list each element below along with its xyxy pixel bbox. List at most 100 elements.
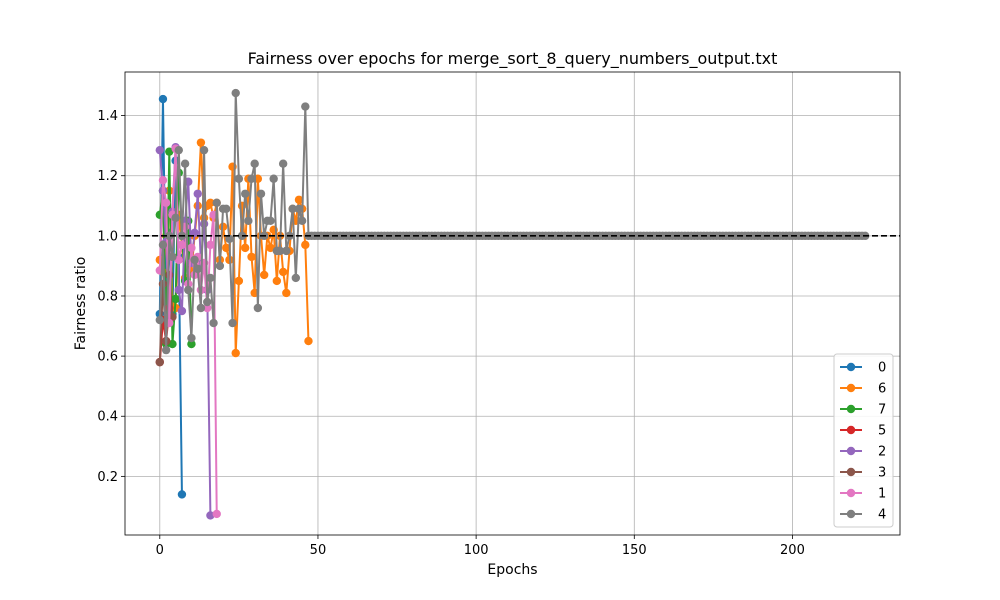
data-point <box>282 246 291 256</box>
legend-marker <box>846 362 856 372</box>
data-point <box>199 219 209 229</box>
data-point <box>297 216 307 226</box>
data-point <box>231 88 240 98</box>
data-point <box>187 333 196 343</box>
data-point <box>225 234 234 244</box>
data-point <box>174 285 183 295</box>
data-point <box>301 102 310 111</box>
y-tick-label: 1.2 <box>97 169 118 184</box>
data-point <box>180 159 190 168</box>
y-tick-label: 1.4 <box>97 109 118 124</box>
data-point <box>155 357 164 367</box>
data-point <box>158 279 168 289</box>
data-point <box>196 138 206 147</box>
data-point <box>155 315 164 325</box>
data-point <box>190 228 199 238</box>
chart-title: Fairness over epochs for merge_sort_8_qu… <box>248 49 778 69</box>
axis-ticks: 0 50 100 150 200 0.2 0.4 0.6 0.8 1.0 1.2 1.4 <box>97 109 805 558</box>
x-tick-label: 100 <box>464 543 489 558</box>
x-axis-label: Epochs <box>487 562 537 578</box>
data-point <box>256 189 266 198</box>
legend-item-5: 5 <box>840 424 886 439</box>
legend-label: 5 <box>878 424 886 439</box>
legend-marker <box>846 383 856 393</box>
legend-label: 2 <box>878 445 886 460</box>
y-axis-label: Fairness ratio <box>73 257 89 351</box>
data-point <box>158 176 168 185</box>
data-point <box>155 145 164 155</box>
data-point <box>241 243 250 253</box>
legend-marker <box>846 509 856 519</box>
legend-item-7: 7 <box>840 403 886 418</box>
legend-marker <box>846 467 856 477</box>
data-point <box>222 204 231 213</box>
y-tick-label: 1.0 <box>97 229 118 244</box>
y-tick-label: 0.4 <box>97 410 118 425</box>
data-point <box>266 216 275 226</box>
data-point <box>190 255 199 265</box>
data-point <box>171 294 180 304</box>
data-point <box>196 303 206 313</box>
data-point <box>253 303 263 313</box>
legend-label: 1 <box>878 487 886 502</box>
data-point <box>184 285 193 295</box>
data-point <box>294 204 304 213</box>
data-point <box>168 339 177 349</box>
x-tick-label: 200 <box>780 543 805 558</box>
data-point <box>187 339 196 349</box>
data-point <box>168 252 177 262</box>
data-point <box>275 246 285 256</box>
data-point <box>161 198 171 207</box>
legend-item-4: 4 <box>840 508 886 523</box>
legend-marker <box>846 488 856 498</box>
data-point <box>158 240 168 250</box>
data-point <box>244 216 253 226</box>
data-point <box>222 243 231 253</box>
data-point <box>247 174 256 183</box>
legend-item-3: 3 <box>840 466 886 481</box>
x-tick-label: 150 <box>622 543 647 558</box>
data-point <box>231 348 240 358</box>
data-point <box>282 288 291 298</box>
data-point <box>272 276 282 286</box>
plot-frame <box>124 71 901 536</box>
data-point <box>291 273 301 283</box>
legend-marker <box>846 446 856 456</box>
legend-label: 4 <box>878 508 886 523</box>
data-point <box>165 231 174 241</box>
data-point <box>209 318 218 328</box>
legend-label: 0 <box>878 361 886 376</box>
data-point <box>206 511 215 520</box>
data-point <box>206 240 215 250</box>
data-point <box>212 198 221 207</box>
data-point <box>199 145 209 155</box>
legend-item-0: 0 <box>840 361 886 376</box>
legend-item-2: 2 <box>840 445 886 460</box>
legend-label: 7 <box>878 403 886 418</box>
legend-label: 6 <box>878 382 886 397</box>
legend-box <box>833 353 894 528</box>
data-point <box>203 303 212 313</box>
data-point <box>250 159 259 168</box>
data-point <box>234 276 244 286</box>
legend-item-1: 1 <box>840 487 886 502</box>
data-point <box>259 270 269 280</box>
data-point <box>288 204 297 213</box>
data-point <box>212 509 221 519</box>
y-tick-label: 0.8 <box>97 289 118 304</box>
data-point <box>269 174 278 183</box>
data-point <box>206 273 215 283</box>
data-point <box>215 261 225 271</box>
y-tick-label: 0.6 <box>97 350 118 365</box>
data-point <box>234 174 244 183</box>
data-point <box>304 336 313 346</box>
data-point <box>161 345 171 355</box>
legend-item-6: 6 <box>840 382 886 397</box>
data-point <box>294 195 304 204</box>
x-tick-label: 50 <box>310 543 327 558</box>
legend-marker <box>846 404 856 414</box>
data-point <box>301 240 310 250</box>
data-point <box>158 94 168 104</box>
